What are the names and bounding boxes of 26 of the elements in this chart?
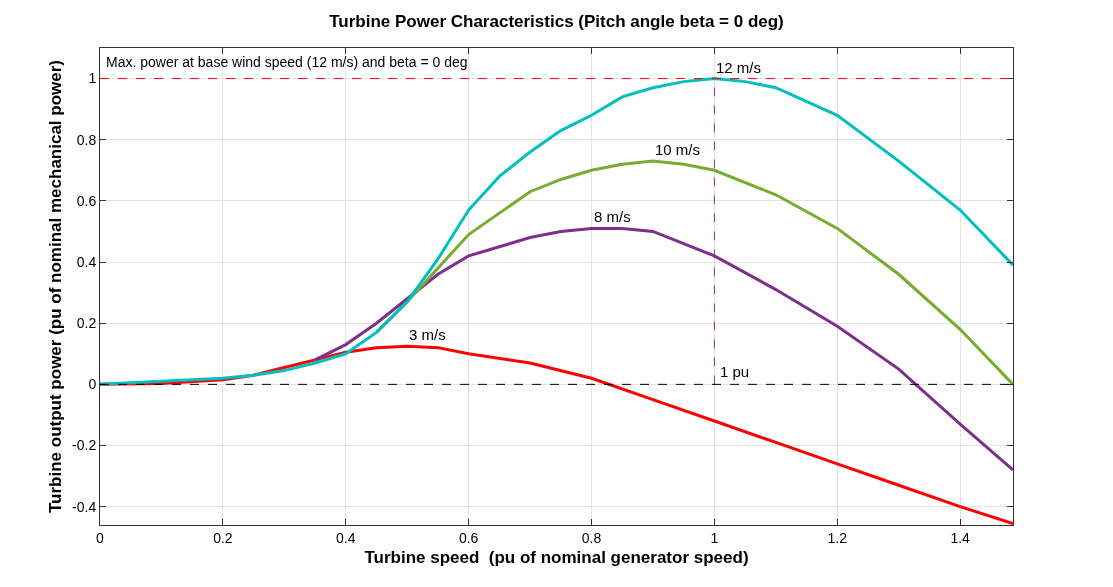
y-axis-title: Turbine output power (pu of nominal mechanical power) bbox=[45, 59, 65, 514]
x-tick-label: 0.6 bbox=[458, 529, 479, 546]
x-tick-label: 1.2 bbox=[827, 529, 848, 546]
y-tick-label: 0.6 bbox=[76, 192, 97, 209]
series-label: 8 m/s bbox=[594, 208, 631, 225]
series-label: 3 m/s bbox=[409, 326, 446, 343]
line-series bbox=[313, 226, 1013, 472]
y-tick-label: 0.4 bbox=[76, 253, 97, 270]
y-tick-label: 0 bbox=[88, 376, 97, 393]
x-tick-label: 0.8 bbox=[581, 529, 602, 546]
annotation: Max. power at base wind speed (12 m/s) and beta = 0 deg bbox=[106, 54, 468, 70]
y-tick-label: -0.4 bbox=[72, 498, 97, 515]
series-label: 12 m/s bbox=[716, 59, 762, 76]
x-tick-label: 1.4 bbox=[950, 529, 971, 546]
y-tick-label: -0.2 bbox=[72, 437, 97, 454]
chart-title: Turbine Power Characteristics (Pitch angle beta = 0 deg) bbox=[329, 11, 784, 31]
y-tick-label: 0.2 bbox=[76, 315, 97, 332]
x-tick-label: 0.4 bbox=[336, 529, 356, 546]
series-label: 10 m/s bbox=[655, 141, 701, 158]
y-tick-label: 1 bbox=[88, 70, 97, 87]
x-tick-label: 1 bbox=[710, 529, 719, 546]
line-series bbox=[100, 77, 1013, 386]
x-axis-title: Turbine speed (pu of nominal generator speed) bbox=[364, 548, 749, 568]
x-tick-label: 0.2 bbox=[213, 529, 233, 546]
y-tick-label: 0.8 bbox=[76, 131, 97, 148]
ref-line-label: 1 pu bbox=[720, 363, 750, 380]
